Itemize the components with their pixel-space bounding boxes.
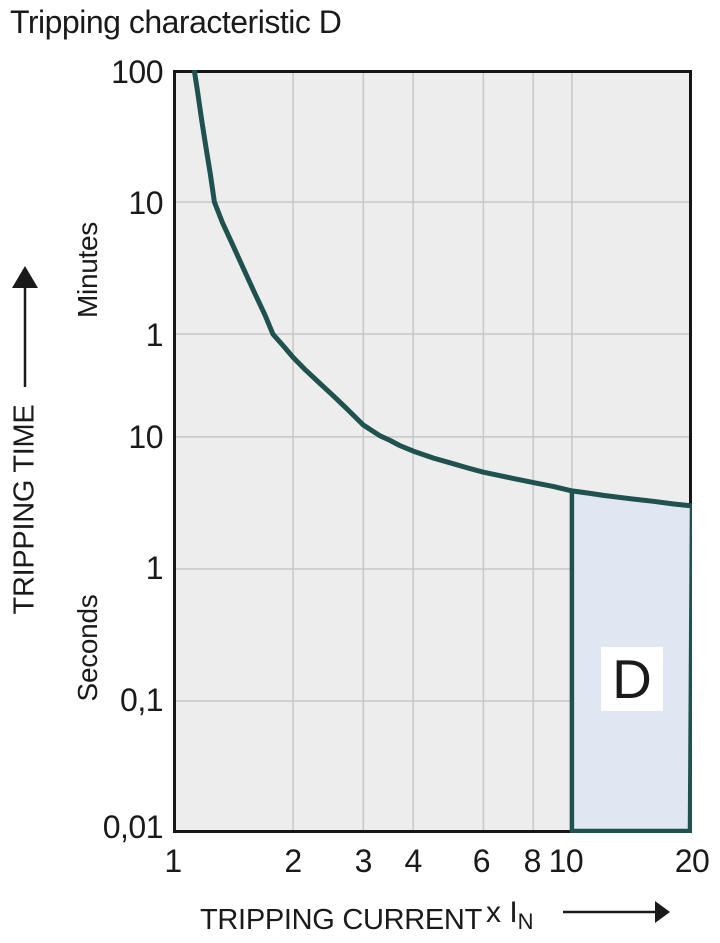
x-axis-multiplier-sub: N: [517, 909, 534, 934]
arrow-up-icon: [12, 266, 38, 387]
arrow-right-icon: [563, 901, 670, 923]
page-title: Tripping characteristic D: [10, 4, 342, 40]
x-tick-label: 20: [674, 843, 710, 879]
plot-area: [173, 70, 692, 833]
x-tick-label: 3: [354, 843, 373, 879]
x-tick-label: 6: [472, 843, 491, 879]
plot-frame: [173, 70, 692, 833]
y-tick-label: 0,01: [102, 809, 164, 845]
x-tick-label: 2: [284, 843, 302, 879]
x-axis-multiplier-prefix: x I: [486, 896, 518, 929]
x-axis-multiplier: x IN: [486, 896, 534, 935]
x-tick-label: 10: [548, 843, 584, 879]
x-tick-label: 8: [523, 843, 542, 879]
y-tick-label: 100: [111, 54, 163, 90]
region-label-box: D: [600, 647, 663, 712]
x-tick-label: 4: [404, 843, 423, 879]
region-label: D: [612, 648, 652, 711]
x-axis-title: TRIPPING CURRENT: [200, 904, 482, 936]
tripping-curve: [191, 70, 692, 509]
y-axis-unit-seconds: Seconds: [72, 594, 103, 702]
x-tick-label: 1: [164, 843, 182, 879]
y-axis-unit-minutes: Minutes: [72, 222, 103, 318]
y-axis-title: TRIPPING TIME: [8, 404, 41, 615]
